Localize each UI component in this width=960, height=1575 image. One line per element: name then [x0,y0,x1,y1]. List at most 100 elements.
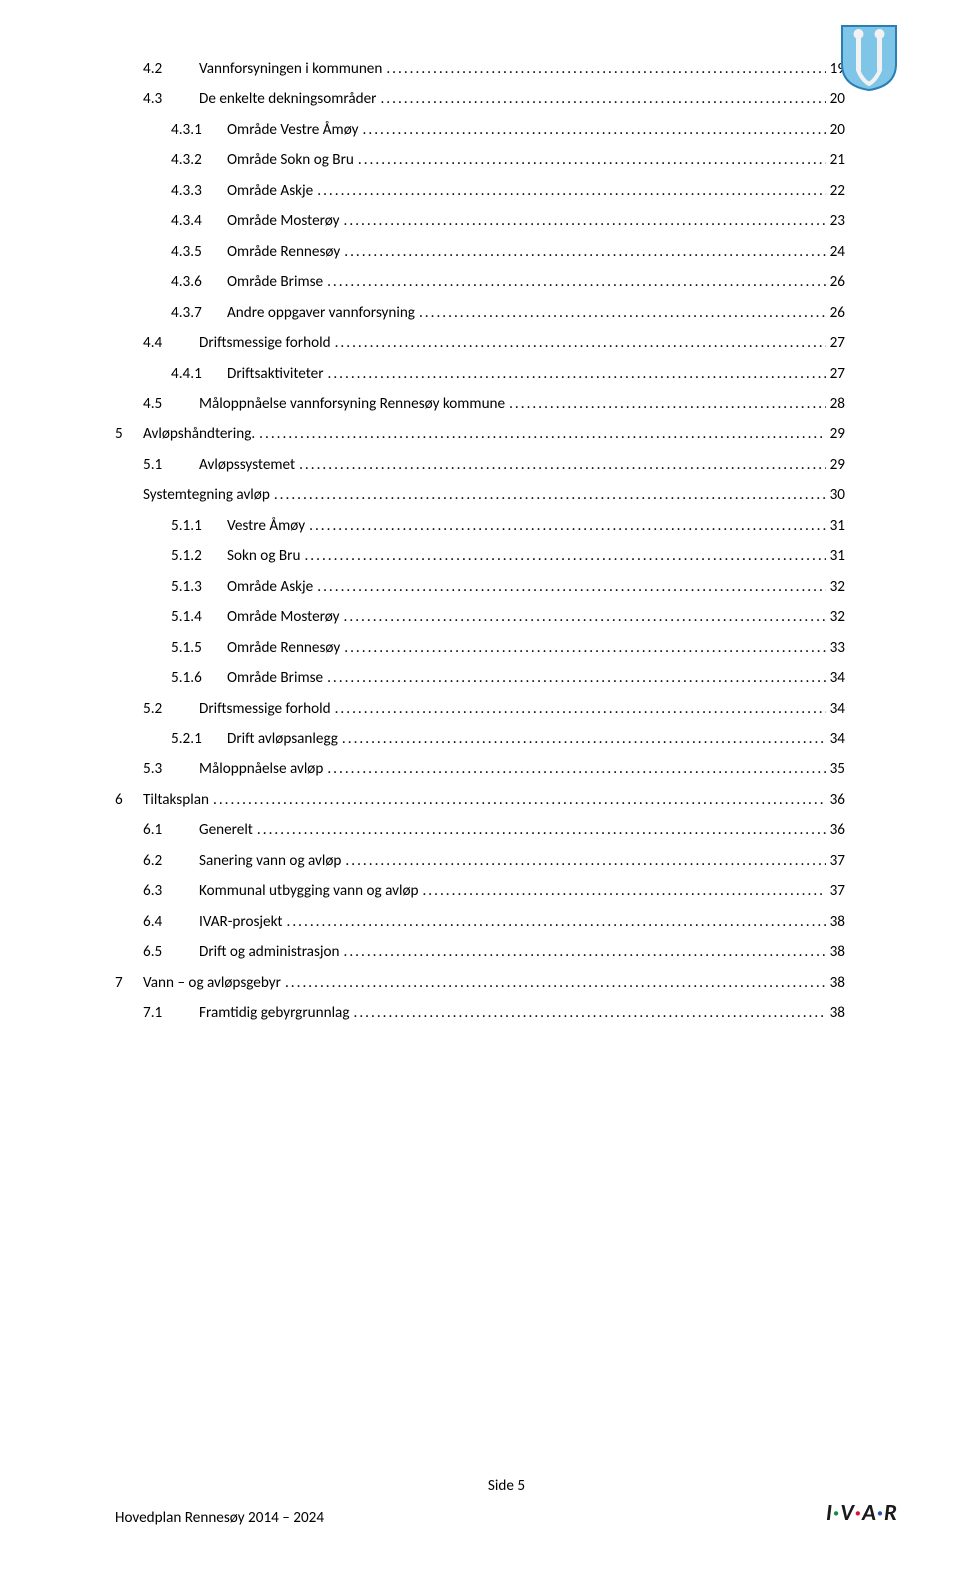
toc-entry: 5.3Måloppnåelse avløp...................… [115,762,845,778]
toc-entry-number: 4.3.1 [171,123,227,139]
toc-entry: 7Vann – og avløpsgebyr..................… [115,976,845,992]
toc-entry-page: 34 [830,671,845,687]
toc-entry: 5Avløpshåndtering.......................… [115,427,845,443]
toc-entry: Systemtegning avløp.....................… [143,488,845,504]
toc-leader-dots: ........................................… [422,884,825,900]
toc-leader-dots: ........................................… [353,1006,825,1022]
toc-leader-dots: ........................................… [317,184,825,200]
toc-entry-number: 4.3.2 [171,153,227,169]
toc-entry-number: 7 [115,976,143,992]
toc-entry-title: Område Rennesøy [227,245,340,261]
toc-entry-page: 32 [830,610,845,626]
toc-entry: 5.1.3Område Askje.......................… [115,580,845,596]
toc-entry-title: IVAR-prosjekt [199,915,283,931]
toc-leader-dots: ........................................… [363,123,826,139]
toc-entry-number: 4.4 [143,336,199,352]
toc-entry: 4.3.2Område Sokn og Bru.................… [115,153,845,169]
toc-entry: 4.3.5Område Rennesøy....................… [115,245,845,261]
toc-leader-dots: ........................................… [344,214,826,230]
toc-entry-number: 6.5 [143,945,199,961]
toc-leader-dots: ........................................… [274,488,826,504]
toc-entry-number: 5.1.3 [171,580,227,596]
toc-leader-dots: ........................................… [327,671,826,687]
toc-entry-page: 30 [830,488,845,504]
toc-entry: 5.2.1Drift avløpsanlegg.................… [115,732,845,748]
toc-entry-page: 20 [830,123,845,139]
footer-document-title: Hovedplan Rennesøy 2014 – 2024 [115,1509,324,1527]
toc-entry: 6.1Generelt.............................… [115,823,845,839]
toc-entry: 4.3De enkelte dekningsområder...........… [115,92,845,108]
toc-leader-dots: ........................................… [344,245,825,261]
toc-entry-number: 6.4 [143,915,199,931]
toc-entry-number: 5.1.5 [171,641,227,657]
toc-leader-dots: ........................................… [342,732,826,748]
toc-entry-number: 4.4.1 [171,367,227,383]
toc-entry-title: Vestre Åmøy [227,519,305,535]
toc-leader-dots: ........................................… [380,92,825,108]
toc-leader-dots: ........................................… [419,306,826,322]
toc-leader-dots: ........................................… [287,915,826,931]
toc-entry-title: Område Mosterøy [227,610,340,626]
toc-entry-title: Område Vestre Åmøy [227,123,359,139]
toc-entry: 7.1Framtidig gebyrgrunnlag..............… [115,1006,845,1022]
toc-leader-dots: ........................................… [335,336,826,352]
toc-entry-number: 6.2 [143,854,199,870]
toc-leader-dots: ........................................… [285,976,826,992]
toc-entry-title: Kommunal utbygging vann og avløp [199,884,418,900]
toc-entry-page: 36 [830,823,845,839]
toc-entry-page: 34 [830,732,845,748]
toc-entry-number: 6.1 [143,823,199,839]
toc-entry-title: Generelt [199,823,253,839]
toc-entry-number: 7.1 [143,1006,199,1022]
toc-entry-page: 27 [830,336,845,352]
toc-entry: 4.3.6Område Brimse......................… [115,275,845,291]
toc-entry: 6.3Kommunal utbygging vann og avløp.....… [115,884,845,900]
municipality-shield-icon [840,24,898,92]
toc-entry: 5.1.4Område Mosterøy....................… [115,610,845,626]
toc-entry: 6.4IVAR-prosjekt........................… [115,915,845,931]
toc-entry-page: 31 [830,519,845,535]
toc-entry-page: 29 [830,458,845,474]
toc-entry-number: 4.3.6 [171,275,227,291]
toc-entry: 5.1.2Sokn og Bru........................… [115,549,845,565]
toc-entry-title: Systemtegning avløp [143,488,270,504]
toc-entry-title: Andre oppgaver vannforsyning [227,306,415,322]
toc-entry-title: Driftsaktiviteter [227,367,324,383]
toc-entry-title: Område Rennesøy [227,641,340,657]
toc-entry: 4.3.7Andre oppgaver vannforsyning.......… [115,306,845,322]
toc-entry-page: 23 [830,214,845,230]
toc-entry-page: 35 [830,762,845,778]
toc-entry: 5.2Driftsmessige forhold................… [115,702,845,718]
toc-entry-title: De enkelte dekningsområder [199,92,376,108]
toc-leader-dots: ........................................… [259,427,825,443]
toc-entry-number: 6.3 [143,884,199,900]
toc-entry-number: 5.1.2 [171,549,227,565]
toc-leader-dots: ........................................… [358,153,826,169]
page-footer: Side 5 Hovedplan Rennesøy 2014 – 2024 I·… [115,1477,898,1527]
toc-leader-dots: ........................................… [344,945,826,961]
toc-entry-title: Område Brimse [227,275,323,291]
toc-entry-page: 29 [830,427,845,443]
toc-entry: 4.2Vannforsyningen i kommunen...........… [115,62,845,78]
toc-entry: 6.2Sanering vann og avløp...............… [115,854,845,870]
toc-entry-title: Driftsmessige forhold [199,702,331,718]
toc-entry-number: 4.2 [143,62,199,78]
toc-entry-page: 37 [830,854,845,870]
toc-entry-page: 38 [830,1006,845,1022]
toc-leader-dots: ........................................… [299,458,826,474]
toc-leader-dots: ........................................… [345,854,825,870]
toc-entry-title: Område Askje [227,184,313,200]
toc-entry-number: 5.2 [143,702,199,718]
toc-entry-number: 4.3 [143,92,199,108]
toc-entry-number: 6 [115,793,143,809]
toc-entry-page: 37 [830,884,845,900]
toc-leader-dots: ........................................… [317,580,825,596]
toc-entry: 4.3.3Område Askje.......................… [115,184,845,200]
toc-entry-title: Driftsmessige forhold [199,336,331,352]
toc-entry-number: 5 [115,427,143,443]
toc-entry-title: Sokn og Bru [227,549,300,565]
toc-leader-dots: ........................................… [509,397,826,413]
toc-entry-title: Drift avløpsanlegg [227,732,338,748]
toc-entry-number: 4.3.3 [171,184,227,200]
toc-entry-title: Område Sokn og Bru [227,153,354,169]
